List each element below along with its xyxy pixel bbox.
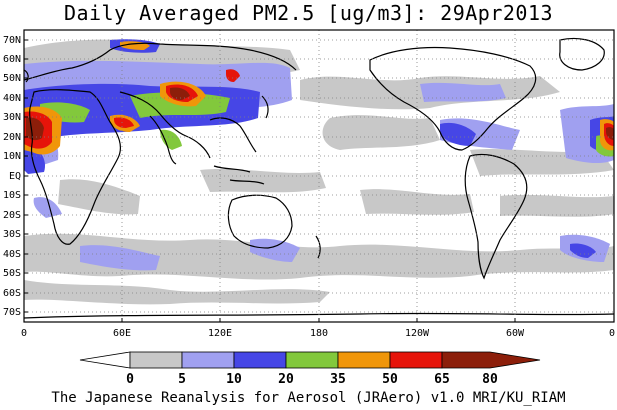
lon-label: 60W bbox=[506, 328, 525, 339]
lat-label: 10N bbox=[3, 151, 21, 162]
colorbar-label: 65 bbox=[434, 372, 450, 387]
colorbar-labels: 0 5 10 20 35 50 65 80 bbox=[126, 372, 498, 387]
colorbar-segment bbox=[337, 351, 391, 369]
lon-label: 120E bbox=[208, 328, 232, 339]
colorbar-segment bbox=[441, 351, 541, 369]
lon-label: 180 bbox=[310, 328, 328, 339]
lon-label: 0 bbox=[609, 328, 615, 339]
latitude-labels: 70N 60N 50N 40N 30N 20N 10N EQ 10S 20S 3… bbox=[3, 35, 21, 318]
colorbar-label: 80 bbox=[482, 372, 498, 387]
source-credit: The Japanese Reanalysis for Aerosol (JRA… bbox=[51, 390, 566, 406]
lat-label: 30S bbox=[3, 229, 21, 240]
pm25-band-5-10 bbox=[24, 39, 614, 305]
colorbar-segment bbox=[79, 351, 131, 369]
lon-label: 120W bbox=[405, 328, 430, 339]
lat-label: 40S bbox=[3, 249, 21, 260]
colorbar-label: 0 bbox=[126, 372, 134, 387]
colorbar-label: 35 bbox=[330, 372, 346, 387]
map-title: Daily Averaged PM2.5 [ug/m3]: 29Apr2013 bbox=[63, 1, 554, 25]
lat-label: 10S bbox=[3, 190, 21, 201]
colorbar-label: 20 bbox=[278, 372, 294, 387]
colorbar-segment bbox=[233, 351, 287, 369]
colorbar bbox=[79, 351, 541, 369]
colorbar-segment bbox=[389, 351, 443, 369]
longitude-labels: 0 60E 120E 180 120W 60W 0 bbox=[21, 328, 615, 339]
lat-label: 60S bbox=[3, 288, 21, 299]
lat-label: 50S bbox=[3, 268, 21, 279]
lon-label: 0 bbox=[21, 328, 27, 339]
lat-label: 20N bbox=[3, 132, 21, 143]
lat-label: 60N bbox=[3, 54, 21, 65]
lat-label: 50N bbox=[3, 73, 21, 84]
colorbar-segment bbox=[181, 351, 235, 369]
lat-label: 70S bbox=[3, 307, 21, 318]
colorbar-segment bbox=[129, 351, 183, 369]
concentration-field bbox=[24, 39, 614, 305]
axis-ticks bbox=[23, 39, 615, 322]
colorbar-label: 10 bbox=[226, 372, 242, 387]
colorbar-label: 50 bbox=[382, 372, 398, 387]
lat-label: 30N bbox=[3, 112, 21, 123]
colorbar-label: 5 bbox=[178, 372, 186, 387]
gridlines bbox=[24, 30, 614, 322]
lat-label: EQ bbox=[9, 171, 21, 182]
lat-label: 70N bbox=[3, 35, 21, 46]
lat-label: 20S bbox=[3, 210, 21, 221]
colorbar-segment bbox=[285, 351, 339, 369]
lat-label: 40N bbox=[3, 93, 21, 104]
lon-label: 60E bbox=[113, 328, 131, 339]
coastlines bbox=[24, 37, 614, 319]
